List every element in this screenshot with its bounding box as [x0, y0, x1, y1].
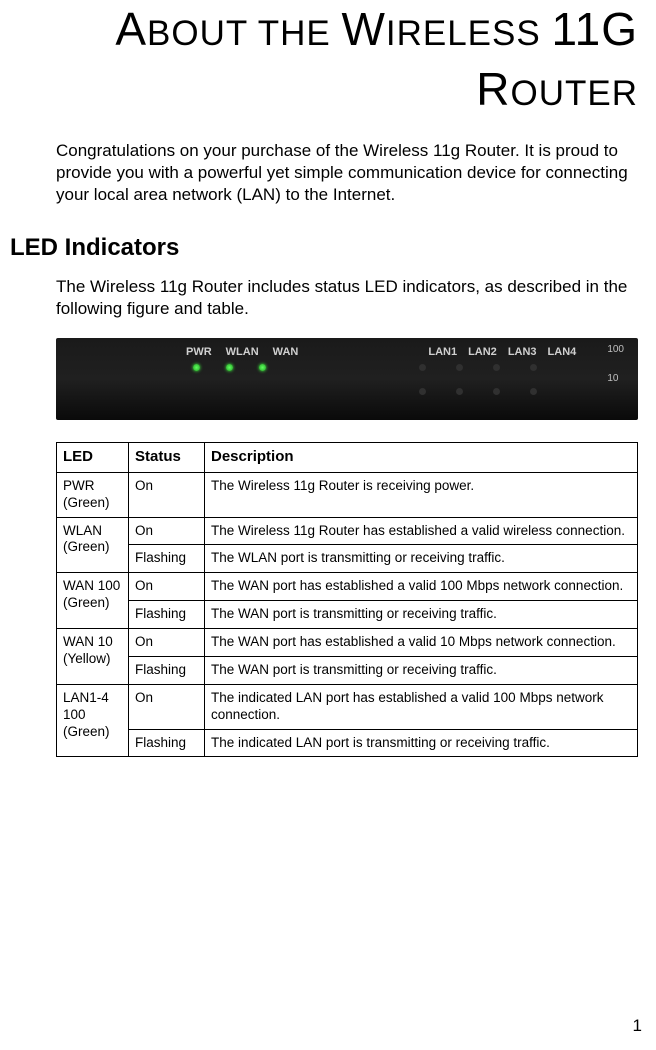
router-right-label-group: LAN1 LAN2 LAN3 LAN4	[428, 346, 576, 358]
router-label: LAN4	[548, 346, 577, 358]
table-row: PWR (Green) On The Wireless 11g Router i…	[57, 472, 638, 517]
table-row: Flashing The indicated LAN port is trans…	[57, 729, 638, 757]
led-indicator-icon	[493, 364, 500, 371]
table-cell-status: Flashing	[129, 601, 205, 629]
table-cell-led: WAN 100 (Green)	[57, 573, 129, 629]
router-speed-labels: 100 10	[607, 344, 624, 384]
intro-paragraph: Congratulations on your purchase of the …	[0, 120, 656, 206]
table-row: Flashing The WAN port is transmitting or…	[57, 656, 638, 684]
router-label: PWR	[186, 346, 212, 358]
led-indicator-icon	[530, 388, 537, 395]
table-cell-desc: The indicated LAN port is transmitting o…	[205, 729, 638, 757]
table-cell-desc: The indicated LAN port has established a…	[205, 684, 638, 729]
router-speed-label: 100	[607, 344, 624, 355]
table-header-row: LED Status Description	[57, 443, 638, 473]
router-label: LAN3	[508, 346, 537, 358]
router-label: WLAN	[226, 346, 259, 358]
table-header: LED	[57, 443, 129, 473]
router-panel-labels: PWR WLAN WAN LAN1 LAN2 LAN3 LAN4	[56, 346, 638, 358]
led-row	[193, 364, 266, 371]
table-cell-desc: The WLAN port is transmitting or receivi…	[205, 545, 638, 573]
led-indicator-icon	[493, 388, 500, 395]
section-paragraph: The Wireless 11g Router includes status …	[0, 262, 656, 320]
table-cell-desc: The Wireless 11g Router has established …	[205, 517, 638, 545]
table-cell-status: On	[129, 684, 205, 729]
table-row: WAN 10 (Yellow) On The WAN port has esta…	[57, 629, 638, 657]
led-indicator-icon	[259, 364, 266, 371]
led-indicator-icon	[456, 364, 463, 371]
led-indicators-table: LED Status Description PWR (Green) On Th…	[56, 442, 638, 757]
led-indicator-icon	[456, 388, 463, 395]
table-cell-led: WLAN (Green)	[57, 517, 129, 573]
table-row: Flashing The WLAN port is transmitting o…	[57, 545, 638, 573]
table-body: PWR (Green) On The Wireless 11g Router i…	[57, 472, 638, 757]
table-row: WAN 100 (Green) On The WAN port has esta…	[57, 573, 638, 601]
router-left-label-group: PWR WLAN WAN	[186, 346, 298, 358]
table-row: LAN1-4100 (Green) On The indicated LAN p…	[57, 684, 638, 729]
section-heading: LED Indicators	[0, 206, 656, 262]
table-cell-status: On	[129, 517, 205, 545]
led-indicator-icon	[193, 364, 200, 371]
page-title: ABOUT THE WIRELESS 11G ROUTER	[0, 0, 656, 120]
table-cell-led: PWR (Green)	[57, 472, 129, 517]
table-cell-status: On	[129, 573, 205, 601]
led-row	[419, 388, 537, 395]
page-number: 1	[633, 1016, 642, 1036]
table-cell-status: Flashing	[129, 545, 205, 573]
router-label: LAN1	[428, 346, 457, 358]
table-cell-desc: The Wireless 11g Router is receiving pow…	[205, 472, 638, 517]
router-label: LAN2	[468, 346, 497, 358]
led-row	[419, 364, 537, 371]
led-indicator-icon	[419, 364, 426, 371]
led-indicator-icon	[226, 364, 233, 371]
table-cell-led: LAN1-4100 (Green)	[57, 684, 129, 757]
table-cell-desc: The WAN port is transmitting or receivin…	[205, 656, 638, 684]
router-label: WAN	[273, 346, 299, 358]
led-indicator-icon	[419, 388, 426, 395]
table-row: Flashing The WAN port is transmitting or…	[57, 601, 638, 629]
table-row: WLAN (Green) On The Wireless 11g Router …	[57, 517, 638, 545]
table-header: Status	[129, 443, 205, 473]
led-indicator-icon	[530, 364, 537, 371]
table-cell-desc: The WAN port is transmitting or receivin…	[205, 601, 638, 629]
table-cell-desc: The WAN port has established a valid 100…	[205, 573, 638, 601]
router-photo: PWR WLAN WAN LAN1 LAN2 LAN3 LAN4 100 10	[56, 338, 638, 420]
table-cell-status: On	[129, 472, 205, 517]
table-header: Description	[205, 443, 638, 473]
table-cell-status: On	[129, 629, 205, 657]
router-speed-label: 10	[607, 373, 624, 384]
table-cell-status: Flashing	[129, 729, 205, 757]
table-cell-desc: The WAN port has established a valid 10 …	[205, 629, 638, 657]
table-cell-led: WAN 10 (Yellow)	[57, 629, 129, 685]
table-cell-status: Flashing	[129, 656, 205, 684]
